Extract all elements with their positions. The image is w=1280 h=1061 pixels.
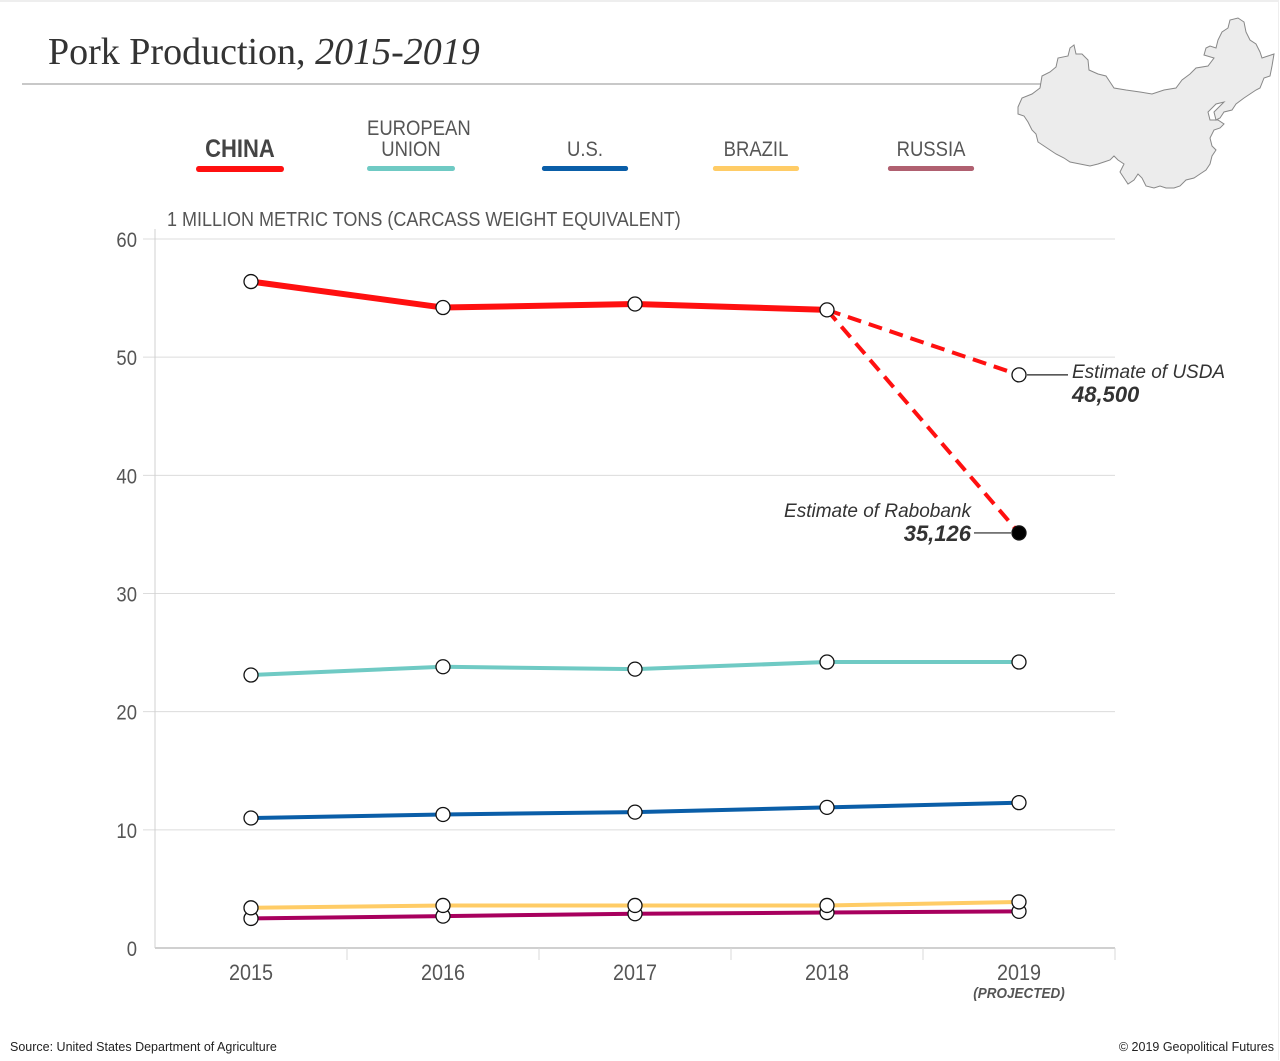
- data-point-china: [243, 273, 259, 290]
- x-tick-label: 2017: [613, 961, 657, 985]
- copyright-note: © 2019 Geopolitical Futures: [1118, 1040, 1274, 1054]
- legend-swatch: [712, 166, 800, 171]
- legend-label-line: UNION: [381, 138, 441, 161]
- x-tick-sublabel: (PROJECTED): [973, 985, 1065, 1002]
- legend-swatch: [541, 166, 629, 171]
- data-point-u-s-: [435, 806, 451, 823]
- china-map-icon: [1017, 17, 1275, 189]
- x-tick-label: 2019: [997, 961, 1041, 985]
- data-point-european-union: [819, 654, 835, 670]
- x-tick-label: 2016: [421, 961, 465, 985]
- data-point-brazil: [819, 897, 835, 914]
- data-point-european-union: [435, 659, 451, 675]
- data-point-china: [627, 296, 643, 312]
- legend-label: BRAZIL: [713, 116, 799, 160]
- projection-line-rabobank: [825, 308, 1021, 535]
- legend-item-brazil: BRAZIL: [712, 116, 800, 171]
- legend-label: CHINA: [196, 116, 284, 163]
- legend-swatch: [367, 166, 455, 171]
- projection-line-usda: [826, 308, 1020, 377]
- data-point-brazil: [243, 900, 259, 916]
- series-line-china: [250, 278, 828, 313]
- y-tick-label: 30: [116, 583, 137, 606]
- legend-swatch: [887, 166, 975, 171]
- x-tick-label: 2015: [229, 961, 273, 985]
- annotation-usda-title: Estimate of USDA: [1072, 362, 1226, 383]
- data-point-u-s-: [627, 804, 643, 820]
- annotation-rabobank-value: 35,126: [903, 521, 971, 546]
- y-tick-label: 40: [116, 465, 137, 488]
- y-tick-label: 20: [116, 702, 137, 725]
- x-tick-label: 2018: [805, 961, 849, 985]
- legend-item-russia: RUSSIA: [887, 116, 975, 171]
- data-point-european-union: [1011, 654, 1027, 670]
- data-point-brazil: [435, 897, 451, 914]
- legend-item-u-s: U.S.: [541, 116, 629, 171]
- data-point-european-union: [627, 661, 643, 677]
- y-tick-label: 0: [127, 938, 137, 961]
- data-point-u-s-: [819, 799, 835, 816]
- legend-label: EUROPEAN UNION: [367, 116, 471, 161]
- annotation-rabobank: Estimate of Rabobank 35,126: [784, 501, 971, 547]
- source-note: Source: United States Department of Agri…: [10, 1040, 277, 1054]
- data-point-u-s-: [1011, 795, 1027, 811]
- legend-label-text: BRAZIL: [723, 138, 789, 161]
- chart-title: Pork Production, 2015-2019: [48, 30, 480, 74]
- legend-label-text: CHINA: [205, 135, 275, 163]
- data-point-china: [435, 299, 451, 316]
- legend-item-china: CHINA: [196, 116, 284, 172]
- data-point-projection-rabobank: [1011, 525, 1027, 541]
- annotation-usda: Estimate of USDA 48,500: [1072, 362, 1225, 408]
- legend-swatch: [196, 166, 284, 172]
- data-point-european-union: [243, 667, 259, 683]
- legend-label-text: U.S.: [567, 138, 603, 161]
- y-tick-label: 60: [116, 229, 137, 252]
- china-map-outline: [1017, 17, 1275, 189]
- legend-label: RUSSIA: [888, 116, 974, 160]
- y-tick-label: 50: [116, 347, 137, 370]
- y-tick-label: 10: [116, 820, 137, 843]
- data-point-brazil: [627, 897, 643, 914]
- annotation-usda-value: 48,500: [1072, 382, 1140, 407]
- legend-label-line: EUROPEAN: [367, 117, 471, 140]
- annotation-rabobank-title: Estimate of Rabobank: [784, 501, 971, 522]
- data-point-u-s-: [243, 810, 259, 826]
- title-years: 2015-2019: [315, 31, 480, 73]
- data-point-projection-usda: [1011, 367, 1027, 383]
- y-axis-unit-label: 1 MILLION METRIC TONS (CARCASS WEIGHT EQ…: [167, 209, 681, 231]
- title-divider: [22, 83, 1042, 85]
- legend-label-text: RUSSIA: [896, 138, 966, 161]
- legend-item-european-union: EUROPEAN UNION: [367, 116, 471, 171]
- data-point-china: [819, 302, 835, 318]
- title-main: Pork Production,: [48, 31, 306, 73]
- data-point-brazil: [1011, 894, 1027, 910]
- legend-label: U.S.: [542, 116, 628, 160]
